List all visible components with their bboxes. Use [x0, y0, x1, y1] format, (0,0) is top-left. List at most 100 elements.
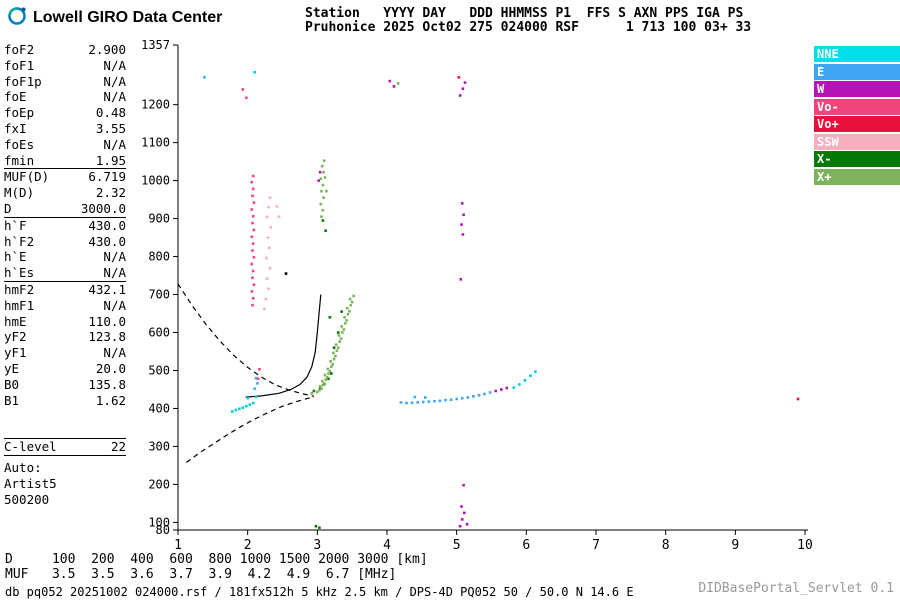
param-value: 3000.0	[80, 200, 126, 216]
x-tick-label: 6	[522, 538, 530, 553]
param-row: MUF(D) 6.719	[4, 169, 126, 185]
param-value: 430.0	[88, 233, 126, 249]
param-value: N/A	[103, 345, 126, 361]
param-label: fmin	[4, 152, 35, 168]
param-label: fxI	[4, 120, 27, 136]
y-tick-label: 800	[148, 250, 170, 264]
param-row: yE 20.0	[4, 361, 126, 377]
param-row: foEp 0.48	[4, 105, 126, 121]
y-tick-label: 1200	[141, 98, 170, 112]
param-label: foF1p	[4, 73, 42, 89]
param-value: 123.8	[88, 329, 126, 345]
param-value: 1.95	[95, 152, 126, 168]
legend-x-: X-	[814, 151, 900, 167]
series-Vo+	[457, 76, 800, 401]
param-row: hmF1 N/A	[4, 298, 126, 314]
param-value: N/A	[103, 265, 126, 281]
servlet-version: DIDBasePortal_Servlet 0.1	[698, 581, 894, 596]
series-NNE	[231, 71, 537, 413]
x-tick-label: 5	[453, 538, 461, 553]
series-X+	[310, 82, 400, 395]
param-row: fxI 3.55	[4, 121, 126, 137]
series-unclassified	[284, 272, 288, 275]
axes	[177, 45, 808, 531]
param-value: N/A	[103, 73, 126, 89]
x-tick-label: 1	[174, 538, 182, 553]
param-groups: foF2 2.900 foF1 N/A foF1p N/A foE N/A foEp 0.48 fx…	[4, 42, 126, 408]
legend-ssw: SSW	[814, 133, 900, 150]
param-value: 135.8	[88, 376, 126, 392]
param-row: fmin 1.95	[4, 153, 126, 169]
x-tick-label: 2	[244, 538, 252, 553]
y-tick-label: 200	[148, 477, 170, 491]
giro-logo-icon	[6, 5, 28, 31]
param-value: 110.0	[88, 313, 126, 329]
param-row: yF1 N/A	[4, 345, 126, 361]
param-label: C-level	[4, 439, 57, 455]
auto-line: 500200	[4, 491, 50, 507]
param-row: foEs N/A	[4, 137, 126, 153]
param-value: N/A	[103, 249, 126, 265]
series-SSW	[263, 196, 281, 311]
legend-w: W	[814, 81, 900, 97]
param-label: foF2	[4, 42, 35, 57]
param-label: yE	[4, 360, 20, 376]
curve-muf-transmission-lower	[186, 396, 315, 463]
x-tick-label: 3	[313, 538, 321, 553]
param-label: h`F	[4, 217, 27, 233]
giro-logo: Lowell GIRO Data Center	[6, 5, 222, 31]
param-label: h`Es	[4, 265, 35, 281]
param-row: D 3000.0	[4, 201, 126, 217]
param-label: foEs	[4, 136, 35, 152]
param-row: h`E N/A	[4, 249, 126, 265]
param-value: 6.719	[88, 169, 126, 185]
param-row: yF2 123.8	[4, 329, 126, 345]
y-tick-label: 300	[148, 439, 170, 453]
auto-block: Auto: Artist5 500200	[4, 460, 126, 507]
parameter-panel: foF2 2.900 foF1 N/A foF1p N/A foE N/A foEp 0.48 fx…	[4, 42, 126, 508]
param-group: h`F 430.0 h`F2 430.0 h`E N/A h`Es N/A	[4, 218, 126, 282]
param-label: hmE	[4, 313, 27, 329]
y-tick-label: 600	[148, 326, 170, 340]
param-value: 22	[110, 439, 126, 455]
param-row: B1 1.62	[4, 393, 126, 409]
x-tick-label: 9	[731, 538, 739, 553]
param-label: D	[4, 200, 12, 216]
legend-x+: X+	[814, 168, 900, 185]
param-value: 2.32	[95, 185, 126, 201]
param-row: foF1p N/A	[4, 74, 126, 90]
polarization-legend: NNE E W Vo- Vo+ SSW X- X+	[814, 46, 900, 186]
param-label: foF1	[4, 57, 35, 73]
x-tick-label: 4	[383, 538, 391, 553]
param-label: h`E	[4, 249, 27, 265]
param-value: 2.900	[88, 42, 126, 57]
legend-vo+: Vo+	[814, 116, 900, 132]
param-value: 432.1	[88, 281, 126, 297]
y-tick-label: 500	[148, 363, 170, 377]
param-label: yF1	[4, 345, 27, 361]
y-tick-label: 400	[148, 401, 170, 415]
legend-nne: NNE	[814, 46, 900, 62]
curve-true-height-profile	[245, 294, 322, 398]
param-row: h`F2 430.0	[4, 234, 126, 250]
y-tick-label: 80	[156, 523, 170, 537]
x-tick-label: 8	[662, 538, 670, 553]
station-header-values: Pruhonice 2025 Oct02 275 024000 RSF 1 71…	[305, 20, 752, 35]
auto-line: Artist5	[4, 475, 57, 491]
param-value: 430.0	[88, 217, 126, 233]
param-row: h`F 430.0	[4, 218, 126, 234]
param-value: N/A	[103, 89, 126, 105]
param-label: M(D)	[4, 185, 35, 201]
curve-muf-transmission-upper	[177, 283, 315, 397]
param-label: B0	[4, 376, 20, 392]
series-Vo-	[241, 88, 261, 381]
legend-vo-: Vo-	[814, 98, 900, 115]
param-row: M(D) 2.32	[4, 185, 126, 201]
param-group: hmF2 432.1 hmF1 N/A hmE 110.0 yF2 123.8 yF1 N/A yE…	[4, 282, 126, 408]
param-value: 1.62	[95, 392, 126, 408]
param-value: 3.55	[95, 120, 126, 136]
param-label: foE	[4, 89, 27, 105]
param-value: N/A	[103, 57, 126, 73]
param-group: MUF(D) 6.719 M(D) 2.32 D 3000.0	[4, 169, 126, 218]
